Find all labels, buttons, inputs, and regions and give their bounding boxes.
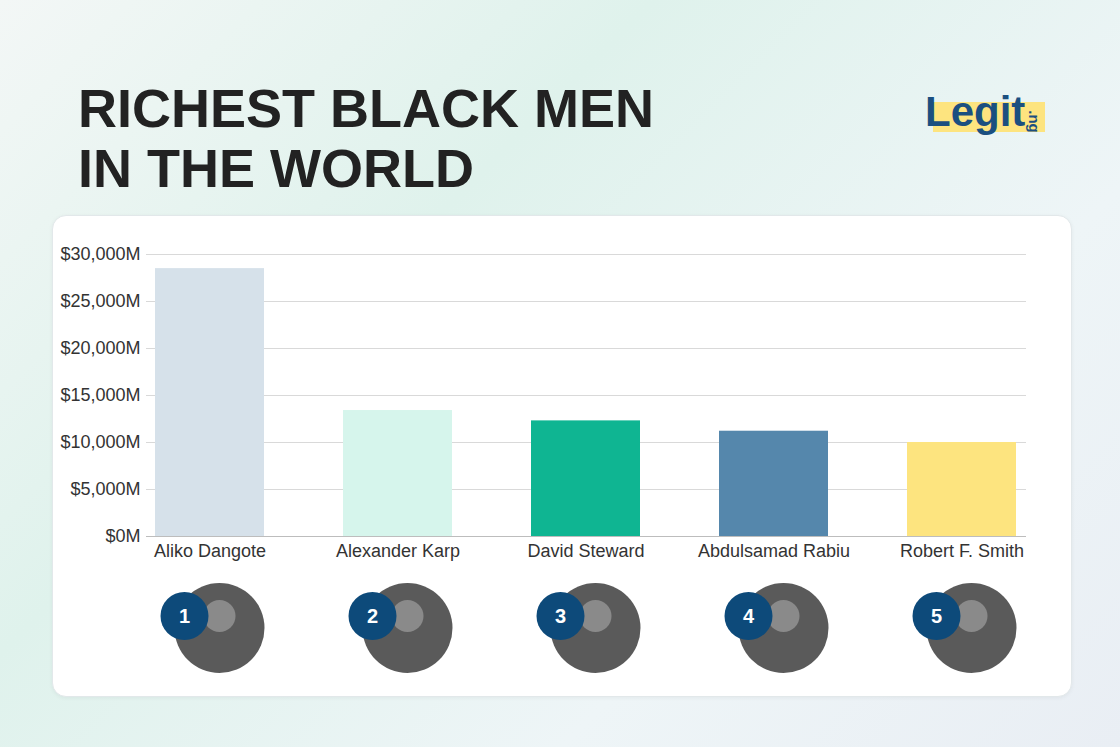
svg-text:$15,000M: $15,000M: [60, 385, 140, 405]
svg-text:5: 5: [931, 605, 942, 627]
svg-text:1: 1: [179, 605, 190, 627]
svg-text:David Steward: David Steward: [527, 541, 644, 561]
svg-text:$25,000M: $25,000M: [60, 291, 140, 311]
svg-text:$5,000M: $5,000M: [70, 479, 140, 499]
svg-text:$30,000M: $30,000M: [60, 244, 140, 264]
html-text:.ng: .ng: [1026, 110, 1044, 133]
svg-text:3: 3: [555, 605, 566, 627]
html-text:Legit: Legit: [925, 88, 1026, 135]
svg-text:$20,000M: $20,000M: [60, 338, 140, 358]
svg-text:Robert F. Smith: Robert F. Smith: [900, 541, 1024, 561]
svg-text:Alexander Karp: Alexander Karp: [336, 541, 460, 561]
svg-text:$0M: $0M: [105, 526, 140, 546]
html-text:RICHEST BLACK MEN IN THE WORLD: RICHEST BLACK MEN IN THE WORLD: [78, 78, 654, 198]
svg-text:$10,000M: $10,000M: [60, 432, 140, 452]
svg-text:Aliko Dangote: Aliko Dangote: [154, 541, 266, 561]
svg-text:4: 4: [743, 605, 755, 627]
svg-text:Abdulsamad Rabiu: Abdulsamad Rabiu: [698, 541, 850, 561]
svg-text:2: 2: [367, 605, 378, 627]
